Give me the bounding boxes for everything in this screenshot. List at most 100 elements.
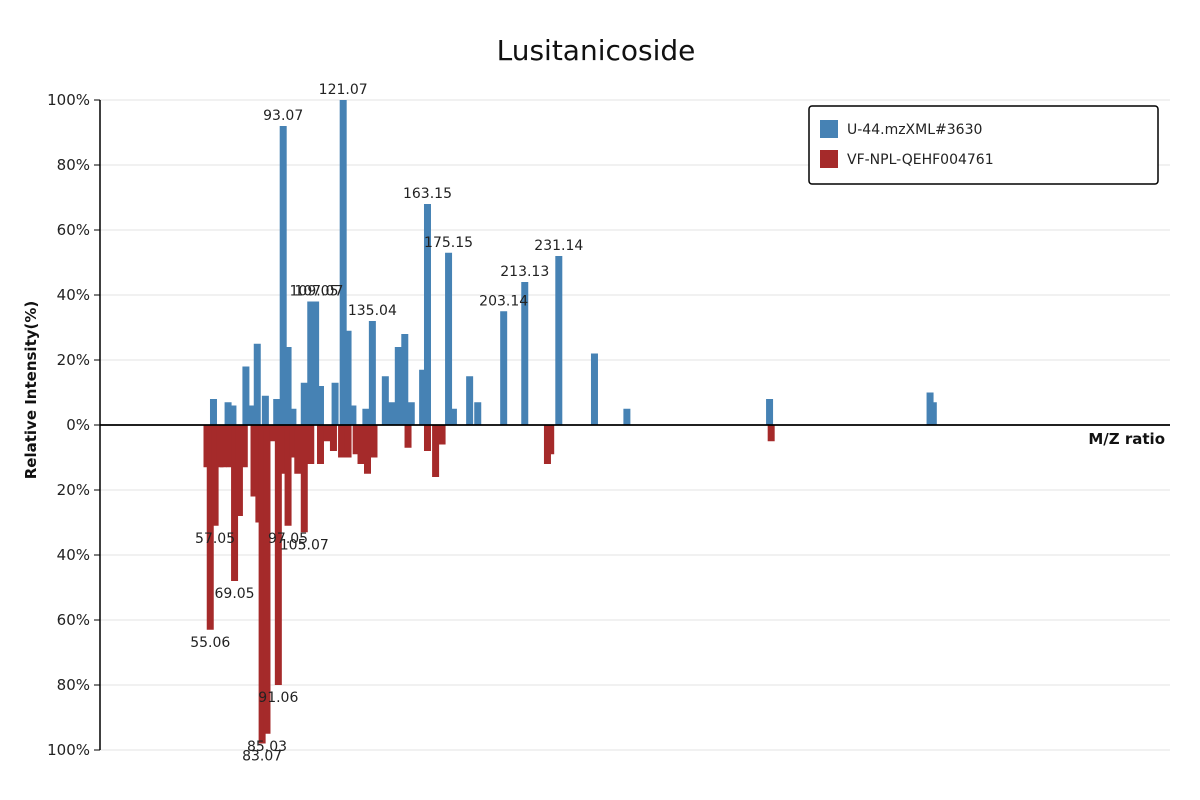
- y-tick-label: 60%: [57, 611, 90, 629]
- peak-bar-reference: [329, 425, 337, 451]
- peak-label: 105.07: [280, 537, 329, 553]
- peak-bar-reference: [240, 425, 248, 468]
- peak-bar-reference: [357, 425, 365, 464]
- peak-bar-reference: [432, 425, 440, 477]
- y-tick-label: 100%: [47, 741, 90, 759]
- peak-bar-query: [500, 311, 508, 425]
- peak-bar-reference: [370, 425, 378, 458]
- peak-bar-reference: [316, 425, 324, 464]
- peak-bar-query: [419, 369, 427, 425]
- peak-label: 163.15: [403, 186, 452, 202]
- bars: [203, 100, 937, 744]
- peak-bar-query: [349, 405, 357, 425]
- chart-title: Lusitanicoside: [497, 34, 696, 67]
- peak-label: 203.14: [479, 293, 528, 309]
- peak-label: 69.05: [215, 586, 255, 602]
- peak-bar-query: [300, 382, 308, 425]
- peak-bar-query: [248, 405, 256, 425]
- peak-bar-query: [209, 399, 217, 425]
- peak-bar-query: [555, 256, 563, 425]
- peak-bar-reference: [344, 425, 352, 458]
- peak-bar-reference: [364, 425, 371, 474]
- peak-bar-query: [261, 395, 269, 425]
- peak-bar-query: [623, 408, 631, 425]
- peak-bar-query: [362, 408, 370, 425]
- peak-bar-query: [466, 376, 474, 425]
- peak-bar-reference: [338, 425, 346, 458]
- y-axis-title: Relative Intensity(%): [22, 301, 40, 480]
- peak-bar-reference: [352, 425, 360, 455]
- peak-bar-query: [339, 100, 347, 425]
- peak-bar-query: [312, 301, 320, 425]
- peak-bar-reference: [274, 425, 282, 685]
- peak-label: 83.07: [242, 749, 282, 765]
- peak-bar-reference: [307, 425, 315, 464]
- y-tick-label: 40%: [57, 286, 90, 304]
- peak-bar-query: [279, 126, 287, 425]
- peak-bar-query: [284, 347, 292, 425]
- peak-label: 107.07: [294, 284, 343, 300]
- peak-bar-query: [229, 405, 237, 425]
- peak-bar-query: [242, 366, 250, 425]
- y-tick-label: 20%: [57, 481, 90, 499]
- peak-bar-query: [368, 321, 376, 425]
- peak-bar-query: [474, 402, 482, 425]
- y-tick-label: 20%: [57, 351, 90, 369]
- peak-bar-query: [401, 334, 409, 425]
- peak-bar-query: [394, 347, 402, 425]
- peak-label: 231.14: [534, 238, 583, 254]
- legend-label-series-2: VF-NPL-QEHF004761: [847, 152, 994, 168]
- y-tick-label: 0%: [66, 416, 90, 434]
- peak-bar-query: [273, 399, 281, 425]
- peak-bar-reference: [279, 425, 287, 474]
- peak-label: 213.13: [500, 264, 549, 280]
- peak-bar-query: [253, 343, 261, 425]
- peak-bar-query: [316, 386, 324, 425]
- peak-bar-query: [929, 402, 937, 425]
- y-tick-label: 100%: [47, 91, 90, 109]
- peak-bar-reference: [404, 425, 412, 448]
- peak-label: 175.15: [424, 235, 473, 251]
- peak-label: 91.06: [258, 690, 298, 706]
- peak-bar-reference: [284, 425, 292, 526]
- peak-bar-query: [445, 252, 453, 425]
- legend-label-series-1: U-44.mzXML#3630: [847, 122, 982, 138]
- peak-bar-reference: [258, 425, 266, 744]
- peak-bar-reference: [294, 425, 302, 474]
- y-tick-label: 80%: [57, 676, 90, 694]
- peak-label: 93.07: [263, 108, 303, 124]
- y-tick-label: 80%: [57, 156, 90, 174]
- axes: [99, 100, 1170, 750]
- peak-bar-reference: [206, 425, 214, 630]
- legend-swatch-series-2: [820, 150, 838, 168]
- y-tick-label: 60%: [57, 221, 90, 239]
- peak-bar-query: [449, 408, 457, 425]
- peak-bar-query: [407, 402, 415, 425]
- x-axis-title: M/Z ratio: [1088, 430, 1165, 448]
- peak-label: 135.04: [348, 303, 397, 319]
- peak-label: 109.05: [290, 284, 339, 300]
- peak-bar-query: [388, 402, 396, 425]
- legend-box: [808, 105, 1159, 185]
- peak-bar-reference: [438, 425, 446, 445]
- peak-label: 55.06: [190, 635, 230, 651]
- peak-bar-reference: [231, 425, 239, 581]
- legend: U-44.mzXML#3630 VF-NPL-QEHF004761: [808, 105, 1159, 185]
- peak-bar-reference: [423, 425, 431, 451]
- peak-bar-query: [590, 353, 598, 425]
- peak-bar-reference: [226, 425, 234, 468]
- peak-bar-query: [224, 402, 232, 425]
- peak-bar-query: [307, 301, 315, 425]
- peak-bar-reference: [263, 425, 271, 734]
- peak-bar-reference: [269, 425, 277, 442]
- peak-bar-reference: [219, 425, 227, 468]
- peak-labels: 121.07 93.07 163.15 175.15 231.14 213.13 109.0…: [190, 82, 583, 765]
- peak-label: 97.05: [268, 531, 308, 547]
- peak-bar-reference: [767, 425, 775, 442]
- peak-bar-query: [381, 376, 389, 425]
- peak-bar-query: [423, 204, 431, 425]
- peak-bar-reference: [323, 425, 331, 442]
- peak-bar-reference: [547, 425, 555, 455]
